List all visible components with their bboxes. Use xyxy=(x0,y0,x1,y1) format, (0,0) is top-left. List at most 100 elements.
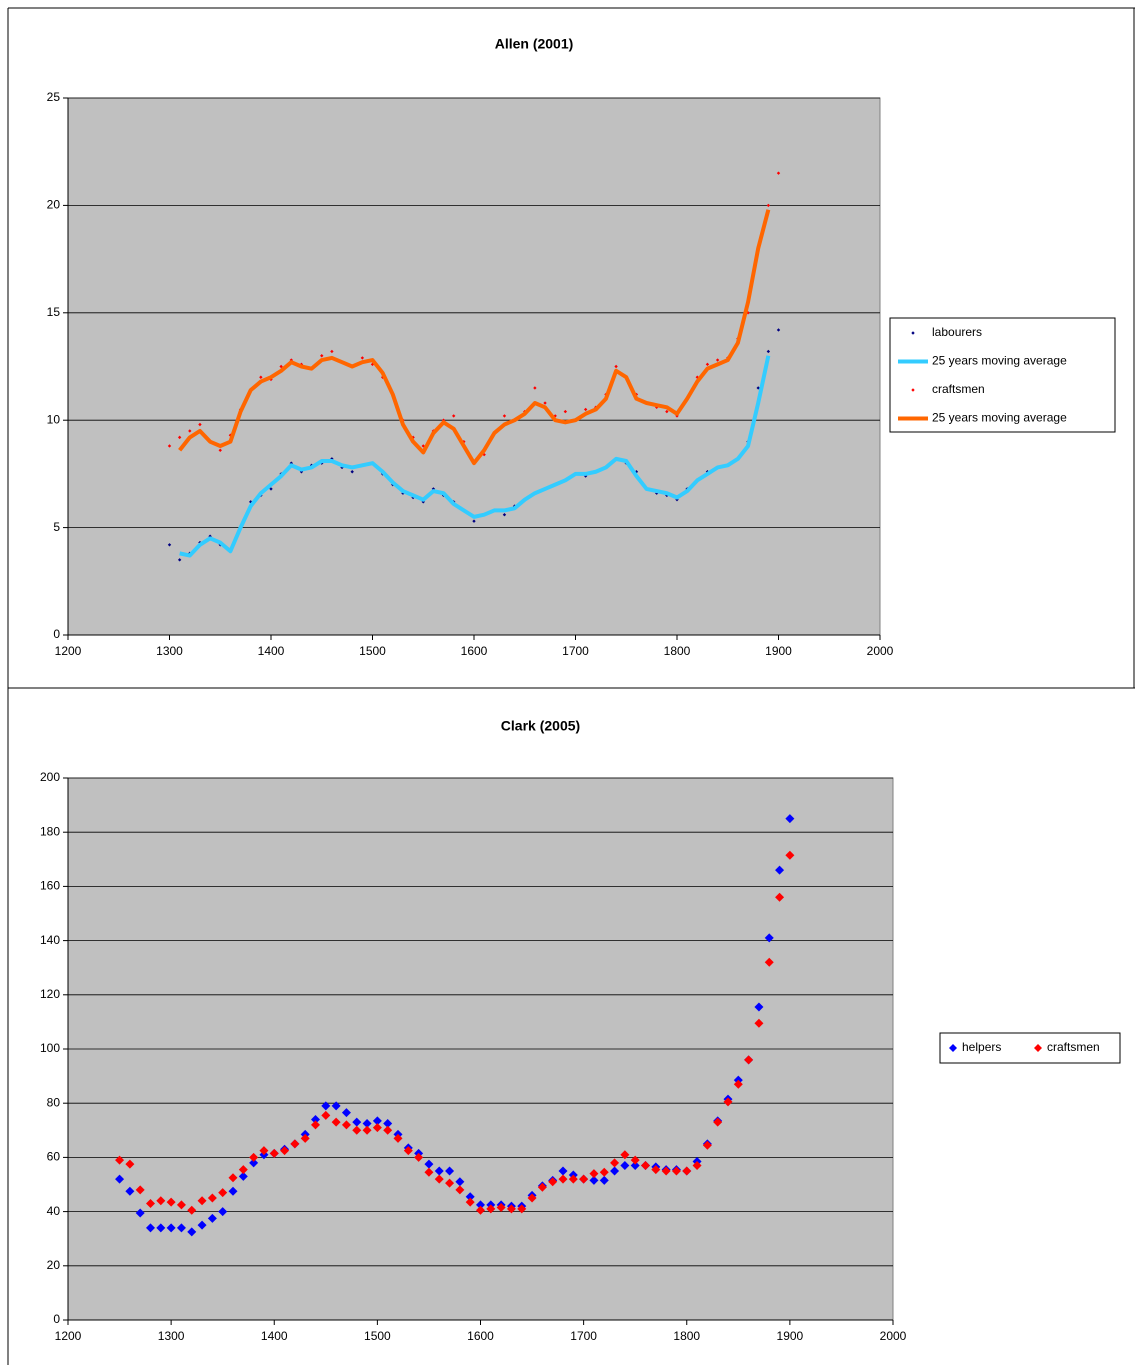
legend-label: 25 years moving average xyxy=(932,354,1067,368)
data-point xyxy=(502,513,507,517)
data-point xyxy=(372,1123,382,1133)
data-point xyxy=(177,558,182,562)
data-point xyxy=(641,1161,650,1171)
data-point xyxy=(766,349,771,354)
data-point xyxy=(434,1166,444,1176)
data-point xyxy=(754,1018,764,1028)
data-point xyxy=(579,1174,589,1184)
data-point xyxy=(156,1223,166,1233)
data-point xyxy=(715,358,720,362)
data-point xyxy=(383,1125,393,1135)
y-tick-label: 10 xyxy=(47,412,61,426)
data-point xyxy=(330,349,334,354)
data-point xyxy=(372,1116,382,1126)
data-point xyxy=(543,401,547,405)
data-point xyxy=(341,1120,351,1130)
data-point xyxy=(692,1161,702,1171)
data-point xyxy=(472,519,476,523)
data-point xyxy=(311,1114,320,1124)
series-line xyxy=(178,209,771,466)
data-point xyxy=(537,1182,547,1192)
data-point xyxy=(331,1117,341,1127)
data-point xyxy=(125,1186,135,1196)
y-tick-label: 20 xyxy=(47,198,61,212)
data-point xyxy=(207,1193,217,1203)
x-tick-label: 1900 xyxy=(777,1329,804,1343)
data-point xyxy=(187,1227,197,1237)
data-point xyxy=(655,405,659,410)
data-point xyxy=(259,1146,269,1156)
y-tick-label: 200 xyxy=(40,770,60,784)
y-tick-label: 160 xyxy=(40,879,60,893)
legend-label: labourers xyxy=(932,325,982,339)
data-point xyxy=(476,1205,485,1215)
data-point xyxy=(320,354,324,358)
data-point xyxy=(290,1139,300,1149)
data-point xyxy=(756,386,760,390)
data-point xyxy=(695,375,699,379)
data-point xyxy=(455,1177,465,1187)
data-point xyxy=(176,1223,186,1233)
data-point xyxy=(634,470,639,474)
data-point xyxy=(599,1167,609,1177)
data-point xyxy=(620,1161,630,1171)
y-tick-label: 60 xyxy=(47,1150,61,1164)
data-point xyxy=(766,203,771,208)
x-tick-label: 1800 xyxy=(673,1329,700,1343)
data-point xyxy=(135,1185,145,1195)
data-point xyxy=(414,1152,424,1162)
legend-box xyxy=(939,1032,1121,1064)
data-point xyxy=(197,1196,207,1206)
legend-swatch xyxy=(1034,1044,1042,1052)
x-tick-label: 2000 xyxy=(867,644,894,658)
legend-label: helpers xyxy=(962,1040,1001,1054)
data-point xyxy=(393,1133,403,1143)
data-point xyxy=(146,1198,155,1208)
data-point xyxy=(424,1159,434,1169)
x-tick-label: 1600 xyxy=(461,644,488,658)
data-point xyxy=(785,850,795,860)
data-point xyxy=(434,1174,444,1184)
data-point xyxy=(177,435,182,440)
x-tick-label: 1200 xyxy=(55,1329,82,1343)
data-point xyxy=(527,1193,537,1203)
y-tick-label: 100 xyxy=(40,1041,60,1055)
data-point xyxy=(599,1175,609,1185)
data-point xyxy=(630,1161,640,1171)
data-point xyxy=(465,1197,475,1207)
data-point xyxy=(682,1166,692,1176)
data-point xyxy=(713,1117,723,1127)
x-tick-label: 1900 xyxy=(765,644,792,658)
data-point xyxy=(280,1146,290,1156)
y-tick-label: 180 xyxy=(40,824,60,838)
x-tick-label: 1800 xyxy=(664,644,691,658)
data-point xyxy=(249,1152,259,1162)
data-point xyxy=(352,1125,362,1135)
legend-label: 25 years moving average xyxy=(932,411,1067,425)
y-tick-label: 25 xyxy=(47,90,61,104)
x-tick-label: 1700 xyxy=(562,644,589,658)
data-point xyxy=(218,1188,228,1198)
data-point xyxy=(486,1204,496,1214)
data-point xyxy=(723,1097,733,1107)
data-point xyxy=(746,311,750,315)
x-tick-label: 2000 xyxy=(880,1329,907,1343)
data-point xyxy=(146,1223,155,1233)
data-point xyxy=(166,1197,176,1207)
data-point xyxy=(362,1125,372,1135)
data-point xyxy=(228,1186,238,1196)
data-point xyxy=(744,1055,754,1065)
data-point xyxy=(321,1101,331,1111)
data-point xyxy=(269,487,273,491)
chart-title: Clark (2005) xyxy=(501,718,580,734)
data-point xyxy=(115,1174,125,1184)
data-point xyxy=(279,364,283,369)
y-tick-label: 0 xyxy=(53,1312,60,1326)
x-tick-label: 1200 xyxy=(55,644,82,658)
legend-label: craftsmen xyxy=(1047,1040,1100,1054)
x-tick-label: 1400 xyxy=(258,644,285,658)
y-tick-label: 5 xyxy=(53,520,60,534)
y-tick-label: 20 xyxy=(47,1258,61,1272)
data-point xyxy=(269,1148,279,1158)
